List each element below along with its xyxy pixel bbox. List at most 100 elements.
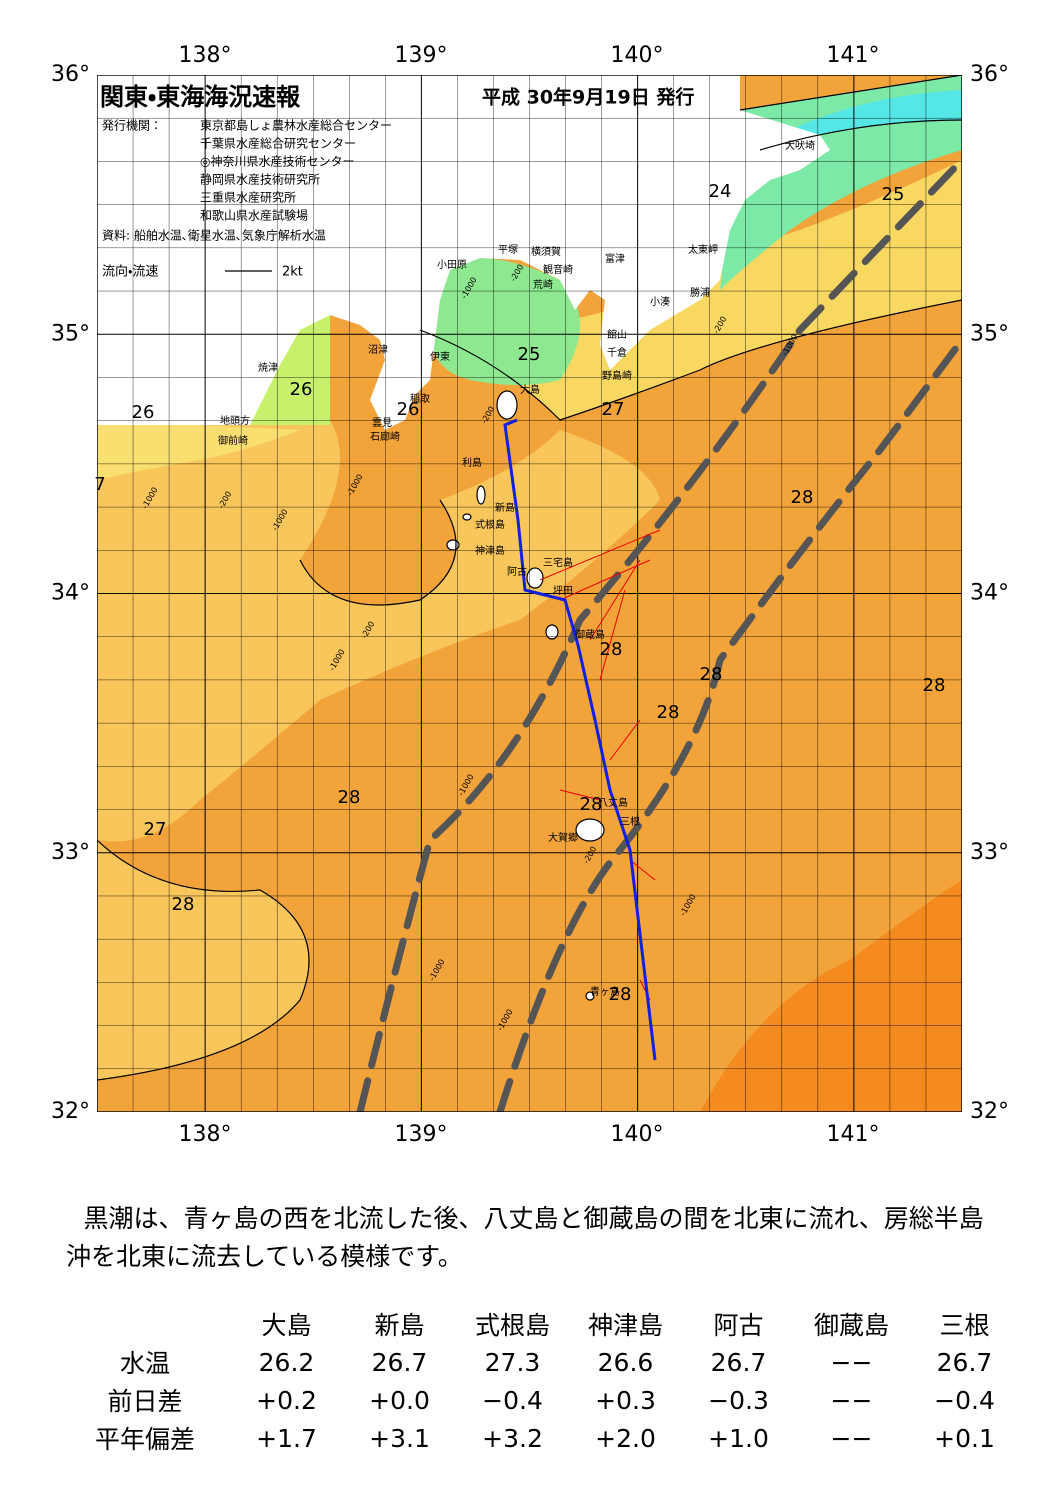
row-label: 平年偏差: [94, 1425, 195, 1454]
place-name: 地頭方: [220, 414, 250, 427]
column-header: 御蔵島: [813, 1311, 889, 1340]
cell: −0.4: [482, 1385, 543, 1415]
lat-label: 32°: [970, 1099, 1009, 1124]
description: 黒潮は、青ヶ島の西を北流した後、八丈島と御蔵島の間を北東に流れ、房総半島沖を北東…: [66, 1204, 984, 1271]
lon-label: 138°: [179, 1122, 232, 1147]
publisher: 静岡県水産技術研究所: [200, 172, 320, 187]
legend-label: 流向・流速: [102, 264, 158, 280]
lon-label: 139°: [395, 1122, 448, 1147]
cell: 26.2: [258, 1347, 315, 1377]
lat-label: 34°: [970, 581, 1009, 606]
place-name: 沼津: [368, 343, 388, 356]
publisher: 東京都島しょ農林水産総合センター: [200, 118, 392, 133]
lon-label: 141°: [827, 1122, 880, 1147]
publisher: ◎神奈川県水産技術センター: [200, 154, 354, 169]
temp-label: 28: [580, 794, 603, 815]
temp-label: 7: [94, 474, 105, 495]
place-name: 利島: [462, 456, 482, 469]
temp-label: 28: [791, 487, 814, 508]
place-name: 御蔵島: [575, 628, 605, 641]
place-name: 太東岬: [688, 243, 718, 256]
lon-label: 141°: [827, 43, 880, 68]
cell: −−: [830, 1423, 873, 1453]
place-name: 大賀郷: [548, 831, 578, 844]
map-fill: [97, 75, 962, 1112]
cell: 26.6: [597, 1347, 654, 1377]
station-table: 大島 新島 式根島 神津島 阿古 御蔵島 三根 水温 26.2 26.7 27.3 26.6 26.7…: [60, 1305, 1021, 1457]
place-name: 犬吠埼: [785, 139, 815, 152]
lat-label: 36°: [51, 62, 90, 87]
cell: +2.0: [595, 1423, 656, 1453]
place-name: 石廊崎: [370, 430, 400, 443]
cell: +1.7: [256, 1423, 317, 1453]
place-name: 勝浦: [690, 286, 710, 299]
place-name: 神津島: [475, 544, 505, 557]
lat-label: 33°: [970, 840, 1009, 865]
place-name: 小田原: [437, 259, 467, 271]
issue-date: 平成 30年9月19日 発行: [482, 86, 694, 109]
temp-label: 28: [338, 787, 361, 808]
lat-label: 35°: [970, 321, 1009, 346]
publisher: 千葉県水産総合研究センター: [200, 136, 356, 151]
lat-label: 36°: [970, 62, 1009, 87]
publisher: 三重県水産研究所: [200, 191, 296, 205]
publisher-label: 発行機関：: [102, 119, 162, 133]
column-header: 新島: [374, 1311, 425, 1340]
row-label: 前日差: [107, 1387, 183, 1416]
temp-label: 28: [700, 664, 723, 685]
place-name: 焼津: [258, 362, 278, 374]
legend-scale: 2kt: [282, 265, 303, 280]
cell: 26.7: [710, 1347, 767, 1377]
place-name: 館山: [607, 328, 627, 341]
cell: −0.4: [934, 1385, 995, 1415]
place-name: 三根: [620, 815, 640, 828]
temp-label: 27: [144, 819, 167, 840]
column-header: 神津島: [587, 1311, 663, 1340]
place-name: 小湊: [650, 295, 670, 308]
place-name: 三宅島: [543, 556, 573, 569]
place-name: 阿古: [507, 565, 527, 578]
temp-label: 28: [600, 639, 623, 660]
temp-label: 25: [518, 344, 541, 365]
table-row: 前日差 +0.2 +0.0 −0.4 +0.3 −0.3 −− −0.4: [60, 1381, 1021, 1419]
table-row: 平年偏差 +1.7 +3.1 +3.2 +2.0 +1.0 −− +0.1: [60, 1419, 1021, 1457]
cell: −0.3: [708, 1385, 769, 1415]
lon-label: 139°: [395, 43, 448, 68]
temp-label: 24: [709, 181, 732, 202]
temp-label: 28: [657, 702, 680, 723]
cell: 26.7: [371, 1347, 428, 1377]
cell: +0.2: [256, 1385, 317, 1415]
place-name: 荒崎: [533, 278, 553, 291]
cell: +0.0: [369, 1385, 430, 1415]
cell: −−: [830, 1347, 873, 1377]
temp-label: 28: [923, 675, 946, 696]
temp-label: 26: [132, 402, 155, 423]
lon-label: 140°: [611, 43, 664, 68]
column-header: 阿古: [713, 1311, 764, 1340]
place-name: 横須賀: [531, 245, 561, 258]
place-name: 大島: [520, 383, 540, 396]
temp-label: 26: [397, 399, 420, 420]
cell: +3.1: [369, 1423, 430, 1453]
cell: −−: [830, 1385, 873, 1415]
place-name: 御前崎: [218, 434, 248, 447]
temp-label: 26: [290, 379, 313, 400]
cell: +0.3: [595, 1385, 656, 1415]
place-name: 雲見: [372, 417, 392, 429]
place-name: 青ヶ島: [590, 985, 620, 998]
place-name: 富津: [605, 252, 625, 265]
lat-label: 33°: [51, 840, 90, 865]
publisher: 和歌山県水産試験場: [200, 208, 308, 223]
place-name: 式根島: [475, 518, 505, 531]
lat-label: 32°: [51, 1099, 90, 1124]
cell: +3.2: [482, 1423, 543, 1453]
place-name: 伊東: [430, 350, 450, 363]
source: 資料: 船舶水温､衛星水温､気象庁解析水温: [102, 228, 326, 243]
place-name: 野島崎: [602, 369, 632, 382]
temp-label: 25: [882, 184, 905, 205]
lon-label: 140°: [611, 1122, 664, 1147]
lon-label: 138°: [179, 43, 232, 68]
lat-label: 35°: [51, 321, 90, 346]
place-name: 稲取: [410, 393, 430, 405]
